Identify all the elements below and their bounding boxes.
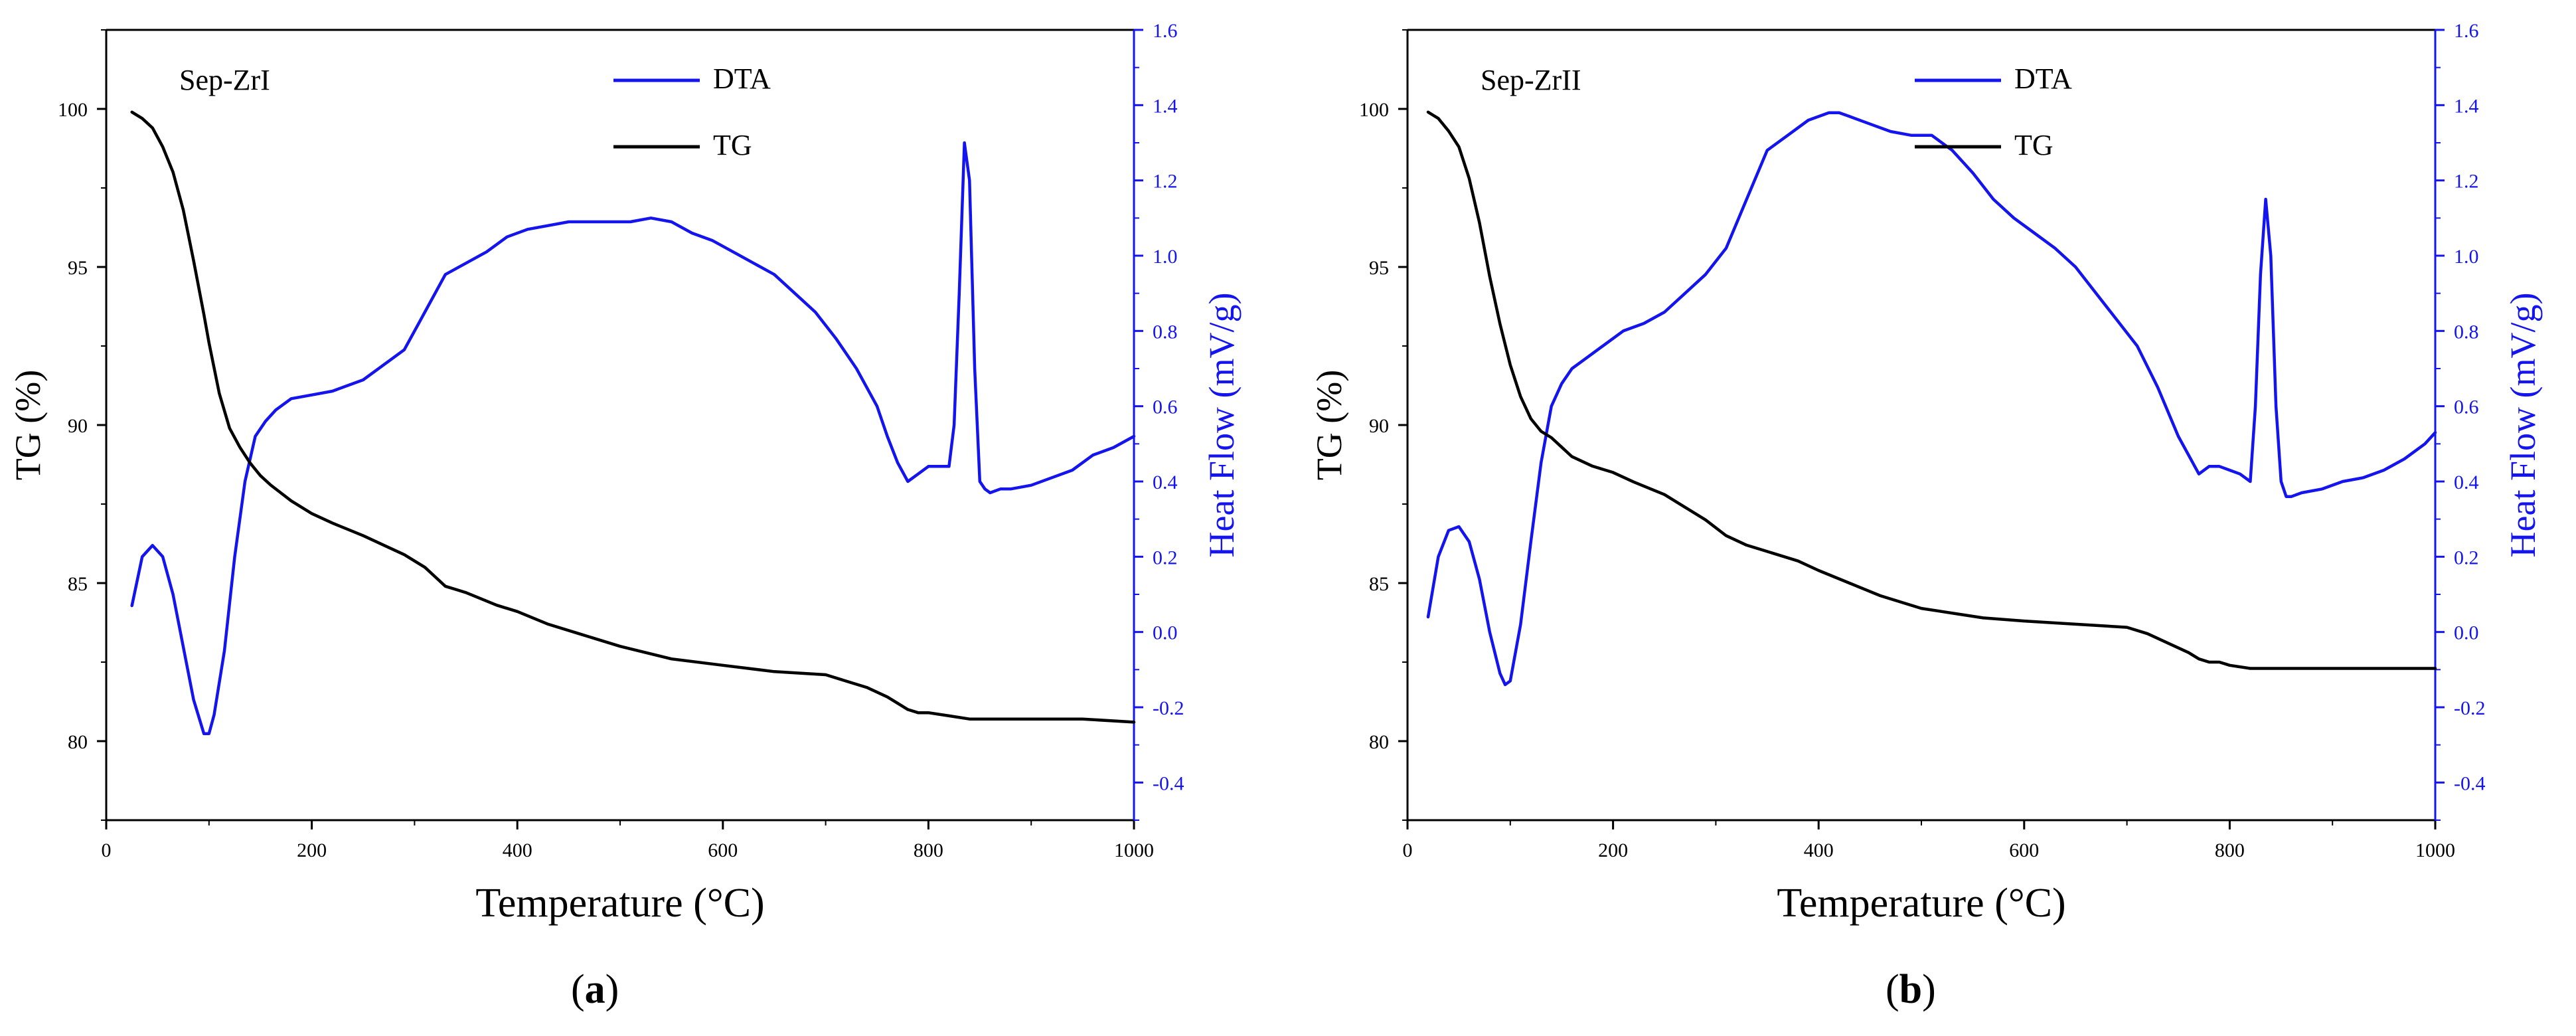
- legend-label-dta: DTA: [2014, 62, 2072, 95]
- x-axis-label: Temperature (°C): [1777, 881, 2065, 926]
- chart-title: Sep-ZrI: [179, 64, 270, 96]
- panel-label-close: ): [1922, 967, 1936, 1012]
- y2-tick-label: 1.6: [1153, 20, 1178, 42]
- panel-label-letter: b: [1899, 967, 1923, 1012]
- x-tick-label: 200: [1598, 839, 1628, 861]
- y2-tick-label: -0.2: [1153, 697, 1184, 719]
- y-tick-label: 100: [58, 99, 88, 121]
- y2-tick-label: 0.6: [2454, 396, 2479, 418]
- x-tick-label: 400: [1804, 839, 1834, 861]
- panel-a: 0 200 400 600 800 1000 80 85 90 95 100 -0.4 -0.2 0.0 0…: [8, 20, 1242, 1012]
- y-tick-label: 90: [68, 415, 88, 437]
- y-axis-label: TG (%): [8, 370, 48, 480]
- y2-tick-label: 0.2: [1153, 547, 1178, 568]
- panel-label-letter: a: [584, 967, 605, 1012]
- y2-axis-label: Heat Flow (mV/g): [1202, 293, 1242, 558]
- y2-tick-label: 0.2: [2454, 547, 2479, 568]
- legend-label-tg: TG: [2014, 129, 2053, 161]
- x-axis-label: Temperature (°C): [475, 881, 764, 926]
- y2-tick-label: 0.4: [2454, 472, 2479, 493]
- y2-tick-label: 1.4: [1153, 95, 1178, 117]
- y2-tick-label: 1.0: [2454, 246, 2479, 268]
- x-tick-label: 400: [503, 839, 532, 861]
- series-tg-line: [1426, 110, 2437, 670]
- y2-tick-label: 1.2: [1153, 171, 1178, 193]
- y2-tick-label: 0.8: [2454, 321, 2479, 343]
- panel-label-close: ): [605, 967, 619, 1012]
- y2-tick-label: 0.4: [1153, 472, 1178, 493]
- y2-tick-label: -0.4: [2454, 772, 2486, 794]
- x-tick-label: 0: [1403, 839, 1413, 861]
- y2-tick-label: -0.4: [1153, 772, 1184, 794]
- x-tick-label: 1000: [1114, 839, 1154, 861]
- series-dta-line: [1426, 111, 2437, 687]
- panel-label-open: (: [571, 967, 585, 1012]
- series-tg-line: [130, 110, 1136, 724]
- y2-tick-label: 1.0: [1153, 246, 1178, 268]
- y2-tick-label: 1.4: [2454, 95, 2479, 117]
- y2-tick-label: 0.0: [1153, 622, 1178, 644]
- panel-b: 0 200 400 600 800 1000 80 85 90 95 100 -0.4 -0.2 0.0 0…: [1301, 0, 2576, 1036]
- legend-label-dta: DTA: [713, 62, 771, 95]
- y-tick-label: 90: [1369, 415, 1389, 437]
- chart-title: Sep-ZrII: [1481, 64, 1581, 96]
- y-tick-label: 95: [1369, 257, 1389, 279]
- x-tick-label: 0: [102, 839, 112, 861]
- series-dta-line: [130, 141, 1136, 735]
- chart-b: 0 200 400 600 800 1000 80 85 90 95 100 -0.4 -0.2 0.0 0…: [1309, 20, 2543, 926]
- y-tick-label: 80: [1369, 731, 1389, 753]
- chart-a: 0 200 400 600 800 1000 80 85 90 95 100 -0.4 -0.2 0.0 0…: [8, 20, 1242, 926]
- y2-tick-label: 1.6: [2454, 20, 2479, 42]
- y-tick-label: 85: [68, 573, 88, 595]
- y-tick-label: 100: [1359, 99, 1389, 121]
- y-axis-label: TG (%): [1309, 370, 1349, 480]
- y2-tick-label: -0.2: [2454, 697, 2486, 719]
- legend-label-tg: TG: [713, 129, 752, 161]
- y2-tick-label: 0.0: [2454, 622, 2479, 644]
- x-tick-label: 600: [708, 839, 738, 861]
- x-tick-label: 600: [2009, 839, 2039, 861]
- y2-axis-label: Heat Flow (mV/g): [2503, 293, 2543, 558]
- y2-tick-label: 0.8: [1153, 321, 1178, 343]
- x-tick-label: 800: [914, 839, 943, 861]
- y-tick-label: 80: [68, 731, 88, 753]
- x-tick-label: 200: [297, 839, 327, 861]
- y-tick-label: 95: [68, 257, 88, 279]
- panel-label-open: (: [1886, 967, 1899, 1012]
- y2-tick-label: 0.6: [1153, 396, 1178, 418]
- y-tick-label: 85: [1369, 573, 1389, 595]
- x-tick-label: 1000: [2415, 839, 2455, 861]
- x-tick-label: 800: [2215, 839, 2245, 861]
- y2-tick-label: 1.2: [2454, 171, 2479, 193]
